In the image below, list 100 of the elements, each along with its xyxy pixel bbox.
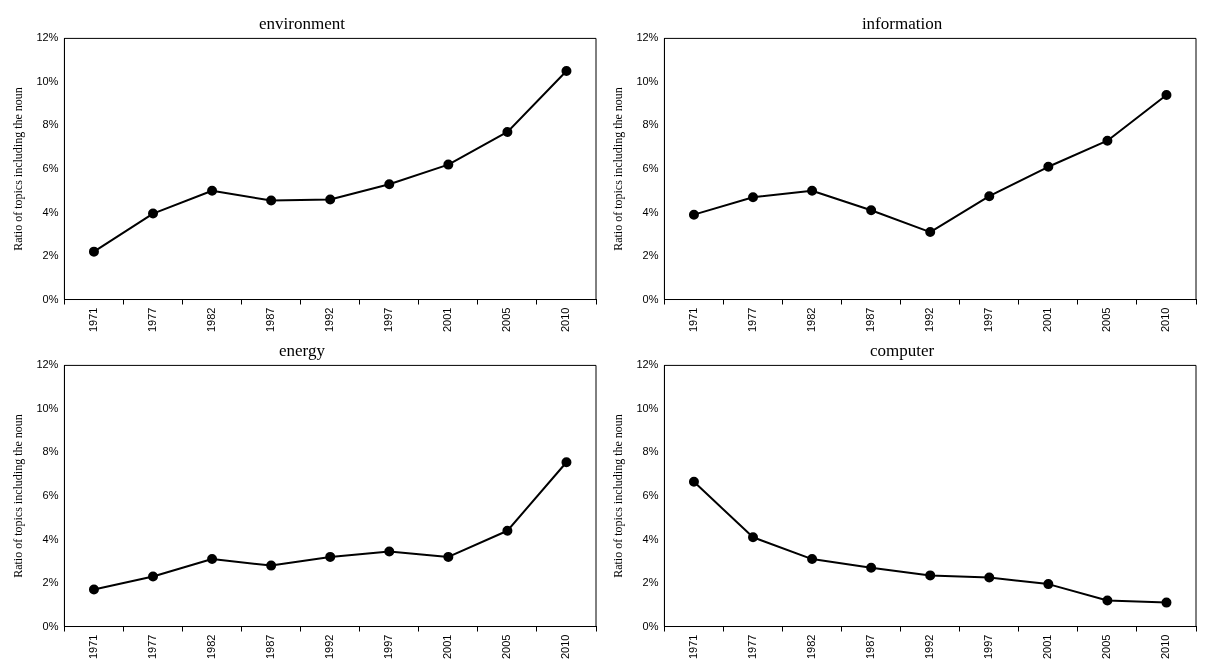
y-tick-label: 0% xyxy=(42,619,59,632)
x-tick-label: 1982 xyxy=(805,307,818,333)
point xyxy=(1102,135,1113,146)
x-tick-label: 1997 xyxy=(982,634,995,660)
point xyxy=(1161,89,1172,100)
y-tick-label: 10% xyxy=(636,401,659,414)
point xyxy=(748,192,759,203)
y-tick-label: 2% xyxy=(642,576,659,589)
x-tick-label: 2005 xyxy=(500,634,513,660)
y-tick-label: 4% xyxy=(42,205,59,218)
x-tick-label: 2005 xyxy=(1100,634,1113,660)
x-tick-label: 2001 xyxy=(1041,634,1054,660)
x-tick-label: 1992 xyxy=(923,634,936,660)
point xyxy=(1043,161,1054,172)
point xyxy=(88,584,99,595)
point xyxy=(561,66,572,77)
chart-title: energy xyxy=(279,340,326,360)
point xyxy=(984,572,995,583)
point xyxy=(561,457,572,468)
point xyxy=(207,554,218,565)
x-tick-label: 1977 xyxy=(146,307,159,333)
point xyxy=(1102,595,1113,606)
point xyxy=(443,551,454,562)
x-tick-label: 1997 xyxy=(982,307,995,333)
x-tick-label: 1987 xyxy=(864,634,877,660)
point xyxy=(1043,579,1054,590)
point xyxy=(984,191,995,202)
y-axis-title: Ratio of topics including the noun xyxy=(611,87,626,251)
x-tick-label: 1987 xyxy=(264,634,277,660)
y-tick-label: 4% xyxy=(642,532,659,545)
point xyxy=(502,525,513,536)
x-tick-label: 1977 xyxy=(746,307,759,333)
y-tick-label: 10% xyxy=(36,401,59,414)
chart-title: information xyxy=(861,13,943,33)
y-tick-label: 2% xyxy=(42,249,59,262)
x-tick-label: 1971 xyxy=(86,307,99,333)
point xyxy=(688,476,699,487)
point xyxy=(925,227,936,238)
chart-title: computer xyxy=(869,340,935,360)
point xyxy=(207,185,218,196)
x-tick-label: 1982 xyxy=(805,634,818,660)
y-tick-label: 6% xyxy=(42,489,59,501)
y-axis-title: Ratio of topics including the noun xyxy=(11,414,26,578)
y-tick-label: 6% xyxy=(642,162,659,174)
y-tick-label: 6% xyxy=(642,489,659,501)
point xyxy=(807,185,818,196)
x-tick-label: 1971 xyxy=(686,634,699,660)
x-tick-label: 2010 xyxy=(1159,307,1172,333)
x-tick-label: 1987 xyxy=(864,307,877,333)
y-axis-title: Ratio of topics including the noun xyxy=(611,414,626,578)
point xyxy=(925,570,936,581)
y-axis-title: Ratio of topics including the noun xyxy=(11,87,26,251)
x-tick-label: 2001 xyxy=(1041,307,1054,333)
x-tick-label: 2001 xyxy=(441,634,454,660)
y-tick-label: 8% xyxy=(642,445,659,458)
y-tick-label: 8% xyxy=(42,118,59,131)
x-tick-label: 1992 xyxy=(323,634,336,660)
point xyxy=(325,194,336,205)
x-tick-label: 1997 xyxy=(382,307,395,333)
point xyxy=(1161,597,1172,608)
point xyxy=(266,560,277,571)
point xyxy=(807,554,818,565)
point xyxy=(443,159,454,170)
y-tick-label: 12% xyxy=(36,31,59,44)
y-tick-label: 8% xyxy=(42,445,59,458)
y-tick-label: 6% xyxy=(42,162,59,174)
x-tick-label: 1971 xyxy=(86,634,99,660)
point xyxy=(384,546,395,557)
x-tick-label: 1977 xyxy=(746,634,759,660)
y-tick-label: 2% xyxy=(42,576,59,589)
y-tick-label: 0% xyxy=(642,619,659,632)
point xyxy=(502,126,513,137)
x-tick-label: 1997 xyxy=(382,634,395,660)
x-tick-label: 2005 xyxy=(500,307,513,333)
y-tick-label: 0% xyxy=(642,292,659,305)
x-tick-label: 1982 xyxy=(205,307,218,333)
point xyxy=(688,209,699,220)
x-tick-label: 2001 xyxy=(441,307,454,333)
point xyxy=(748,532,759,543)
point xyxy=(866,562,877,573)
point xyxy=(148,571,159,582)
x-tick-label: 2010 xyxy=(559,307,572,333)
point xyxy=(325,551,336,562)
x-tick-label: 2010 xyxy=(559,634,572,660)
y-tick-label: 10% xyxy=(636,74,659,87)
y-tick-label: 8% xyxy=(642,118,659,131)
x-tick-label: 1987 xyxy=(264,307,277,333)
x-tick-label: 2010 xyxy=(1159,634,1172,660)
x-tick-label: 1992 xyxy=(323,307,336,333)
y-tick-label: 12% xyxy=(36,358,59,371)
x-tick-label: 1982 xyxy=(205,634,218,660)
point xyxy=(266,195,277,206)
chart-title: environment xyxy=(259,13,346,33)
x-tick-label: 1992 xyxy=(923,307,936,333)
y-tick-label: 10% xyxy=(36,74,59,87)
y-tick-label: 12% xyxy=(636,358,659,371)
x-tick-label: 1971 xyxy=(686,307,699,333)
point xyxy=(148,208,159,219)
point xyxy=(866,205,877,216)
x-tick-label: 1977 xyxy=(146,634,159,660)
